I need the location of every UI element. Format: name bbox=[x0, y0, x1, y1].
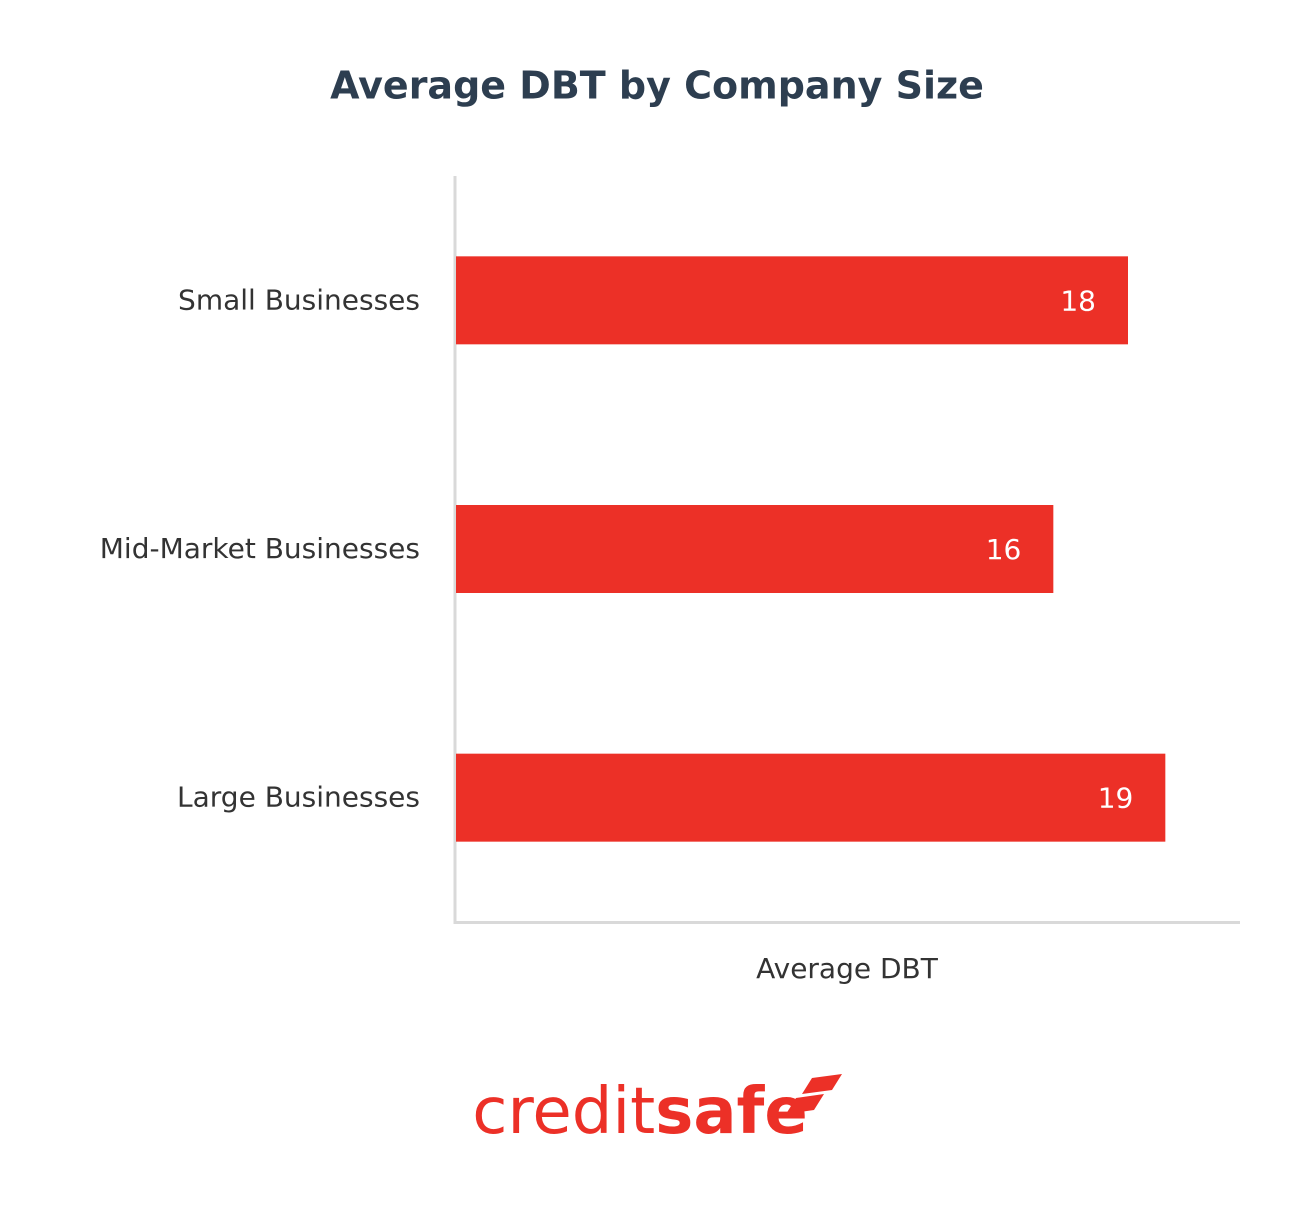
value-label: 18 bbox=[1060, 284, 1096, 317]
y-tick-label: Small Businesses bbox=[178, 283, 420, 316]
chart-title: Average DBT by Company Size bbox=[330, 64, 984, 108]
bar bbox=[456, 753, 1166, 842]
logo-light: credit bbox=[472, 1075, 655, 1149]
x-axis-label: Average DBT bbox=[756, 952, 939, 985]
logo-bold: safe bbox=[655, 1075, 808, 1149]
bar bbox=[456, 256, 1128, 345]
logo-leaf bbox=[802, 1074, 842, 1094]
value-label: 19 bbox=[1098, 782, 1134, 815]
y-tick-label: Large Businesses bbox=[177, 781, 420, 814]
logo: creditsafe bbox=[472, 1075, 808, 1149]
bar bbox=[456, 505, 1054, 593]
value-label: 16 bbox=[986, 533, 1022, 566]
logo-leaf bbox=[786, 1094, 824, 1114]
y-tick-label: Mid-Market Businesses bbox=[100, 532, 420, 565]
